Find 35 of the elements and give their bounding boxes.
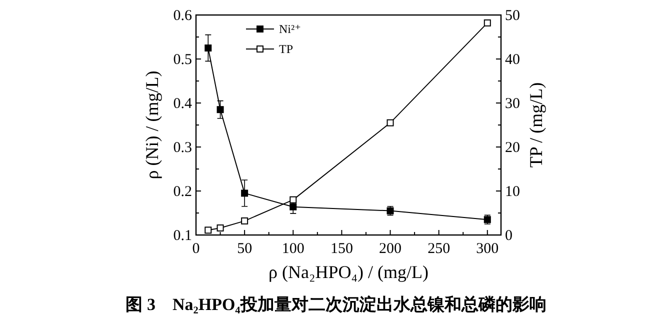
x-tick-label: 100 <box>282 241 304 257</box>
y-tick-label: 0.1 <box>173 228 192 244</box>
x-tick-label: 250 <box>428 241 450 257</box>
y2-tick-label: 10 <box>505 184 520 200</box>
y-axis-title: ρ (Ni) / (mg/L) <box>142 70 162 180</box>
x-tick-label: 50 <box>237 241 252 257</box>
point <box>241 190 248 197</box>
legend-label: TP <box>279 42 294 56</box>
caption: 图 3 Na₂HPO₄投加量对二次沉淀出水总镍和总磷的影响 <box>126 295 546 314</box>
x-tick-label: 0 <box>192 241 200 257</box>
point <box>290 203 297 210</box>
y-tick-label: 0.4 <box>173 96 192 112</box>
point <box>241 217 248 224</box>
point <box>216 106 224 114</box>
point <box>484 19 491 26</box>
point <box>216 224 224 232</box>
y2-tick-label: 30 <box>505 96 520 112</box>
point <box>290 196 297 204</box>
y2-tick-label: 0 <box>505 228 512 244</box>
y2-tick-label: 20 <box>505 140 520 156</box>
y2-tick-label: 50 <box>505 8 520 24</box>
y-tick-label: 0.2 <box>173 184 192 200</box>
y2-tick-label: 40 <box>505 52 520 68</box>
y-tick-label: 0.6 <box>173 8 192 24</box>
x-axis-title: ρ (Na₂HPO₄) / (mg/L) <box>268 262 429 282</box>
y-tick-label: 0.3 <box>173 140 192 156</box>
y2-axis-title: TP / (mg/L) <box>526 82 546 168</box>
point <box>204 226 212 234</box>
point <box>204 44 212 52</box>
legend-label: Ni²⁺ <box>279 22 301 36</box>
x-tick-label: 200 <box>379 241 402 257</box>
x-tick-label: 150 <box>330 241 353 257</box>
y-tick-label: 0.5 <box>173 52 192 68</box>
point <box>386 119 394 126</box>
x-tick-label: 300 <box>476 241 499 257</box>
